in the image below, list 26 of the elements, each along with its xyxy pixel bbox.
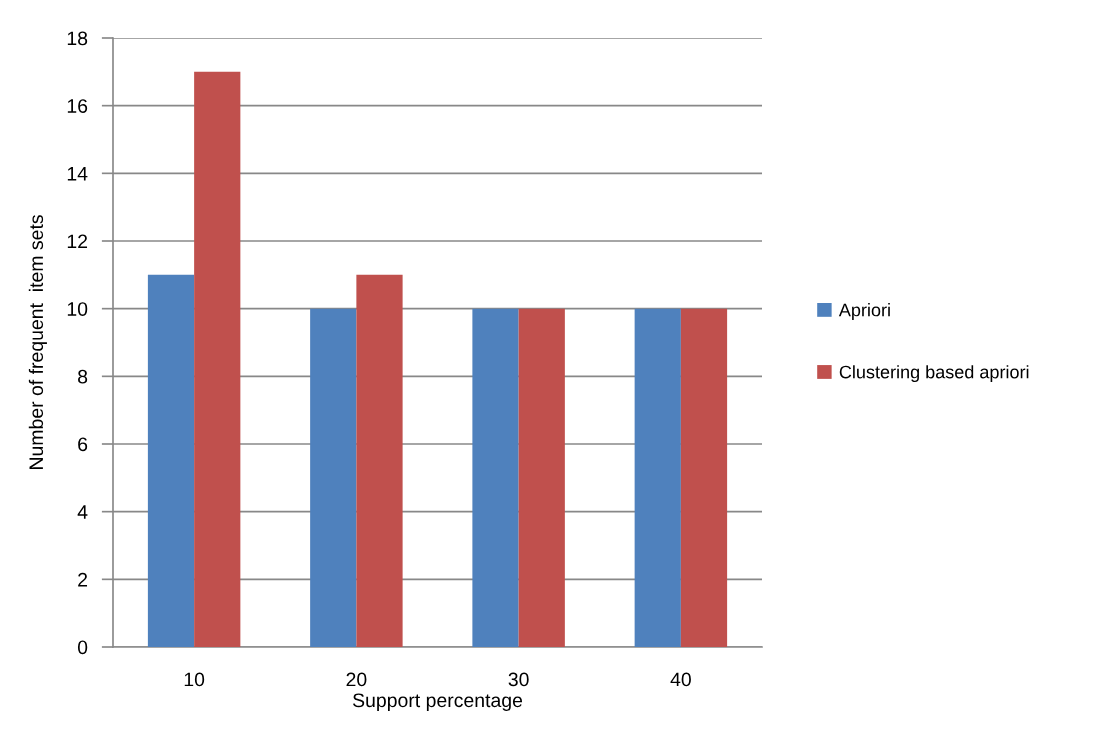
bar bbox=[518, 308, 565, 647]
y-tick-label: 4 bbox=[77, 505, 88, 519]
x-tick-label: 20 bbox=[346, 672, 367, 687]
y-tick-label: 0 bbox=[77, 640, 88, 655]
x-tick-label: 30 bbox=[508, 672, 529, 687]
bar bbox=[194, 71, 241, 647]
bar bbox=[634, 308, 681, 647]
bar bbox=[680, 308, 728, 647]
y-tick-label: 18 bbox=[67, 31, 88, 46]
bar bbox=[472, 308, 519, 647]
bar bbox=[147, 274, 195, 647]
y-axis-title: Number of frequent item sets bbox=[28, 215, 47, 469]
legend-label: Clustering based apriori bbox=[839, 365, 1029, 382]
legend-label: Apriori bbox=[838, 303, 890, 320]
x-tick-label: 40 bbox=[670, 672, 691, 687]
y-tick-label: 8 bbox=[78, 369, 88, 384]
y-tick-label: 10 bbox=[67, 302, 88, 316]
y-tick-label: 2 bbox=[78, 572, 88, 587]
y-tick-label: 6 bbox=[78, 437, 88, 452]
bar bbox=[356, 274, 403, 647]
x-tick-label: 10 bbox=[184, 672, 205, 687]
x-axis-title: Support percentage bbox=[352, 693, 523, 712]
y-tick-label: 12 bbox=[67, 234, 88, 249]
bar bbox=[310, 308, 357, 647]
y-tick-label: 14 bbox=[67, 167, 88, 181]
y-tick-label: 16 bbox=[67, 99, 88, 113]
